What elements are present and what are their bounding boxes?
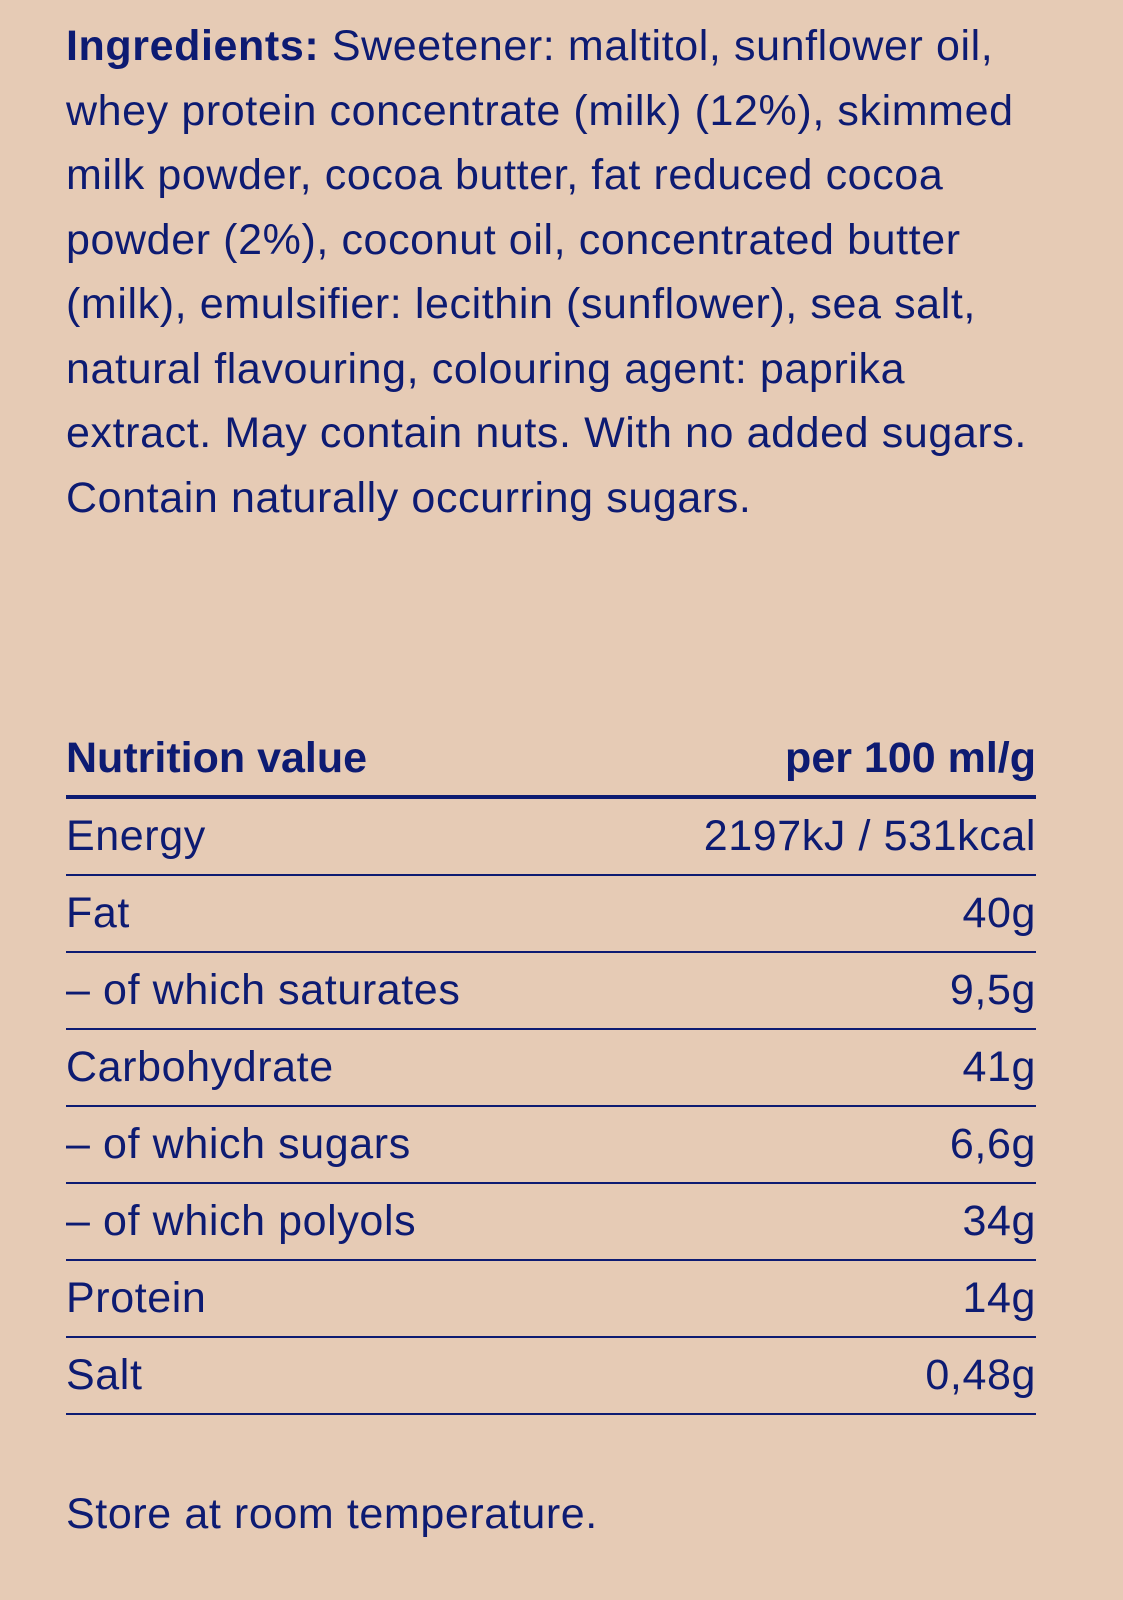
nutrient-value: 41g (962, 1043, 1036, 1091)
nutrient-name: Energy (66, 812, 206, 860)
ingredients-text: Sweetener: maltitol, sunflower oil, whey… (66, 22, 1027, 522)
nutrient-name: Protein (66, 1274, 207, 1322)
ingredients-paragraph: Ingredients: Sweetener: maltitol, sunflo… (66, 14, 1041, 530)
nutrition-row: – of which sugars 6,6g (66, 1107, 1036, 1184)
nutrient-name: Fat (66, 889, 130, 937)
nutrient-value: 2197kJ / 531kcal (703, 812, 1036, 860)
nutrient-value: 9,5g (949, 966, 1036, 1014)
nutrition-row: Protein 14g (66, 1261, 1036, 1338)
nutrition-header: Nutrition value per 100 ml/g (66, 722, 1036, 799)
nutrition-header-unit: per 100 ml/g (785, 734, 1036, 782)
nutrition-header-label: Nutrition value (66, 734, 368, 782)
nutrition-row: Fat 40g (66, 876, 1036, 953)
nutrient-name: Carbohydrate (66, 1043, 334, 1091)
nutrition-row: – of which saturates 9,5g (66, 953, 1036, 1030)
nutrient-value: 14g (962, 1274, 1036, 1322)
nutrition-row: Carbohydrate 41g (66, 1030, 1036, 1107)
ingredients-label: Ingredients: (66, 22, 320, 70)
nutrient-value: 6,6g (949, 1120, 1036, 1168)
nutrient-name: – of which saturates (66, 966, 461, 1014)
storage-instructions: Store at room temperature. (66, 1490, 598, 1538)
nutrition-row: Salt 0,48g (66, 1338, 1036, 1415)
nutrient-name: – of which sugars (66, 1120, 411, 1168)
nutrient-value: 0,48g (925, 1351, 1036, 1399)
nutrient-name: Salt (66, 1351, 143, 1399)
nutrient-value: 34g (962, 1197, 1036, 1245)
nutrition-row: Energy 2197kJ / 531kcal (66, 799, 1036, 876)
nutrition-row: – of which polyols 34g (66, 1184, 1036, 1261)
nutrient-name: – of which polyols (66, 1197, 417, 1245)
nutrient-value: 40g (962, 889, 1036, 937)
nutrition-table: Nutrition value per 100 ml/g Energy 2197k… (66, 722, 1036, 1415)
